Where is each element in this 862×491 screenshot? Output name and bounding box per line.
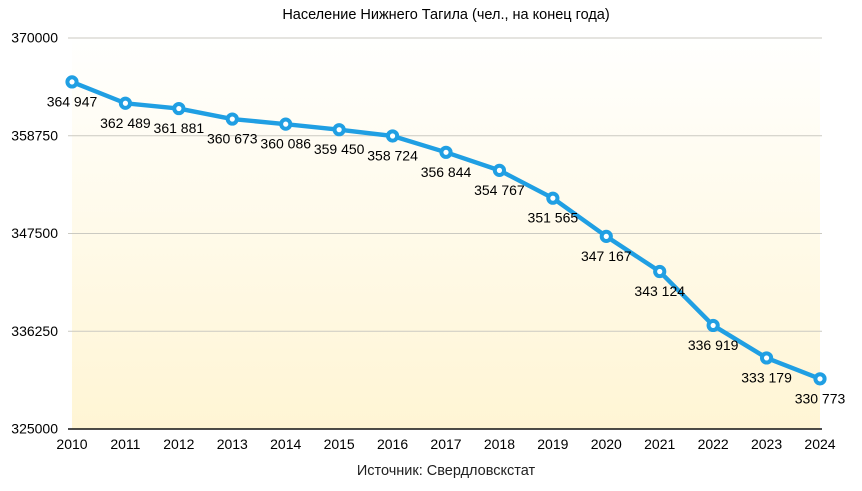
data-point-marker xyxy=(813,372,827,386)
x-axis-tick-label: 2011 xyxy=(110,436,140,452)
y-axis-tick-label: 358750 xyxy=(11,127,58,143)
data-point-marker xyxy=(759,351,774,365)
data-point-marker xyxy=(385,129,400,143)
data-point-marker xyxy=(492,163,507,177)
chart-title: Население Нижнего Тагила (чел., на конец… xyxy=(282,7,610,23)
data-point-marker xyxy=(118,96,133,110)
data-point-label: 364 947 xyxy=(47,93,98,109)
data-point-marker xyxy=(65,75,79,89)
data-point-label: 359 450 xyxy=(314,141,365,157)
x-axis-tick-label: 2012 xyxy=(163,436,194,452)
y-axis-tick-label: 347500 xyxy=(11,225,58,241)
data-point-label: 354 767 xyxy=(474,182,525,198)
x-axis-tick-label: 2019 xyxy=(537,436,568,452)
data-point-marker xyxy=(172,101,186,116)
y-axis-tick-label: 325000 xyxy=(11,421,58,437)
data-point-label: 360 086 xyxy=(260,136,311,152)
data-point-label: 362 489 xyxy=(100,115,151,131)
x-axis-tick-label: 2021 xyxy=(644,436,675,452)
data-point-label: 336 919 xyxy=(688,337,739,353)
data-point-marker xyxy=(706,318,720,333)
data-point-marker xyxy=(439,145,453,159)
x-axis-tick-label: 2010 xyxy=(56,436,87,452)
y-axis-tick-label: 336250 xyxy=(11,323,58,339)
y-axis-tick-label: 370000 xyxy=(11,30,58,46)
data-point-label: 347 167 xyxy=(581,248,632,264)
data-point-label: 356 844 xyxy=(421,164,472,180)
x-axis-tick-label: 2022 xyxy=(698,436,729,452)
data-point-label: 333 179 xyxy=(741,369,792,385)
data-point-label: 343 124 xyxy=(634,283,685,299)
data-point-label: 358 724 xyxy=(367,147,418,163)
data-point-label: 360 673 xyxy=(207,131,258,147)
data-point-label: 361 881 xyxy=(154,120,205,136)
data-point-marker xyxy=(279,117,293,131)
data-point-marker xyxy=(332,123,346,137)
x-axis-tick-label: 2017 xyxy=(430,436,461,452)
data-point-marker xyxy=(225,112,239,126)
data-point-label: 330 773 xyxy=(795,390,846,406)
source-caption: Источник: Свердловскстат xyxy=(356,463,536,479)
data-point-label: 351 565 xyxy=(528,210,579,226)
x-axis-tick-label: 2015 xyxy=(324,436,355,452)
x-axis-tick-label: 2018 xyxy=(484,436,515,452)
x-axis-tick-label: 2020 xyxy=(591,436,622,452)
x-axis-tick-label: 2016 xyxy=(377,436,408,452)
data-point-marker xyxy=(546,191,560,205)
x-axis-tick-label: 2014 xyxy=(270,436,301,452)
line-chart: 325000 336250 347500 358750 370000 2010 2011 20… xyxy=(11,30,846,453)
x-axis-tick-label: 2013 xyxy=(217,436,248,452)
data-point-marker xyxy=(653,264,667,279)
x-axis-tick-label: 2023 xyxy=(751,436,782,452)
data-point-marker xyxy=(599,229,613,243)
x-axis-tick-label: 2024 xyxy=(804,436,835,452)
